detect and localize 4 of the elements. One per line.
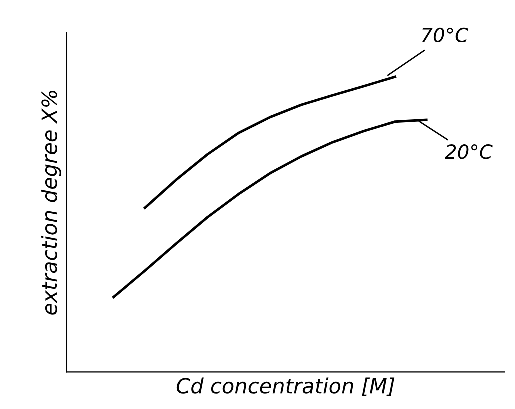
y-axis-title: extraction degree X% [41, 90, 62, 315]
legend-label: 20°C [445, 144, 493, 160]
text: 70°C [422, 28, 469, 43]
x-axis-title: Cd concentration [M] [176, 378, 395, 396]
